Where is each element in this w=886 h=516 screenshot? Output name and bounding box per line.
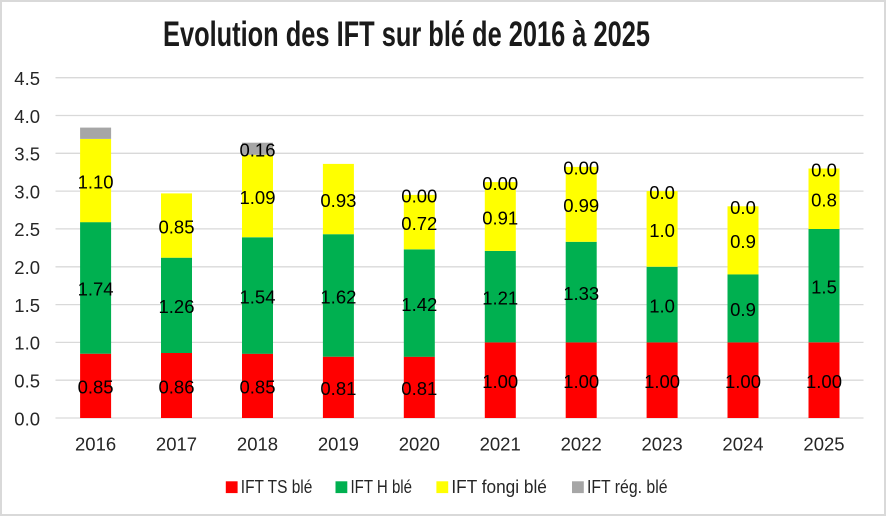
- svg-text:1.74: 1.74: [78, 279, 114, 300]
- svg-text:0.81: 0.81: [320, 378, 356, 399]
- svg-text:0.0: 0.0: [730, 197, 756, 218]
- svg-text:1.00: 1.00: [482, 371, 518, 392]
- svg-text:2017: 2017: [156, 433, 197, 454]
- svg-text:1.00: 1.00: [644, 371, 680, 392]
- svg-text:2025: 2025: [803, 433, 844, 454]
- svg-text:0.85: 0.85: [158, 216, 194, 237]
- svg-text:1.00: 1.00: [725, 371, 761, 392]
- svg-text:4.5: 4.5: [14, 68, 40, 89]
- svg-text:2022: 2022: [561, 433, 602, 454]
- svg-text:0.86: 0.86: [158, 376, 194, 397]
- svg-text:IFT TS blé: IFT TS blé: [241, 476, 312, 497]
- svg-text:4.0: 4.0: [14, 106, 40, 127]
- svg-text:0.91: 0.91: [482, 207, 518, 228]
- svg-text:3.0: 3.0: [14, 181, 40, 202]
- svg-text:0.81: 0.81: [401, 378, 437, 399]
- svg-text:1.0: 1.0: [649, 220, 675, 241]
- svg-text:0.85: 0.85: [78, 377, 114, 398]
- svg-text:2.5: 2.5: [14, 219, 40, 240]
- svg-text:0.0: 0.0: [649, 182, 675, 203]
- svg-text:1.00: 1.00: [806, 371, 842, 392]
- svg-text:2020: 2020: [399, 433, 440, 454]
- svg-text:1.54: 1.54: [239, 286, 275, 307]
- svg-text:2.0: 2.0: [14, 257, 40, 278]
- svg-text:0.8: 0.8: [811, 190, 837, 211]
- svg-text:3.5: 3.5: [14, 144, 40, 165]
- svg-text:2024: 2024: [722, 433, 763, 454]
- svg-text:0.9: 0.9: [730, 231, 756, 252]
- svg-text:0.0: 0.0: [14, 408, 40, 429]
- svg-text:0.99: 0.99: [563, 195, 599, 216]
- svg-text:2016: 2016: [75, 433, 116, 454]
- svg-text:0.00: 0.00: [401, 186, 437, 207]
- svg-text:1.21: 1.21: [482, 287, 518, 308]
- svg-text:1.5: 1.5: [14, 295, 40, 316]
- svg-text:1.0: 1.0: [14, 333, 40, 354]
- svg-text:0.00: 0.00: [563, 158, 599, 179]
- svg-text:1.10: 1.10: [78, 171, 114, 192]
- svg-text:IFT rég. blé: IFT rég. blé: [587, 476, 668, 497]
- svg-text:1.33: 1.33: [563, 283, 599, 304]
- svg-text:0.00: 0.00: [482, 173, 518, 194]
- svg-text:1.62: 1.62: [320, 286, 356, 307]
- svg-text:1.42: 1.42: [401, 294, 437, 315]
- svg-text:IFT fongi blé: IFT fongi blé: [451, 476, 547, 497]
- svg-text:IFT H blé: IFT H blé: [351, 476, 413, 497]
- svg-text:2019: 2019: [318, 433, 359, 454]
- svg-text:2023: 2023: [642, 433, 683, 454]
- svg-text:1.00: 1.00: [563, 371, 599, 392]
- svg-text:0.0: 0.0: [811, 159, 837, 180]
- svg-text:0.85: 0.85: [239, 377, 275, 398]
- svg-text:1.0: 1.0: [649, 295, 675, 316]
- svg-text:0.5: 0.5: [14, 371, 40, 392]
- svg-text:0.16: 0.16: [239, 140, 275, 161]
- svg-text:0.93: 0.93: [320, 190, 356, 211]
- svg-text:0.72: 0.72: [401, 213, 437, 234]
- svg-text:2021: 2021: [480, 433, 521, 454]
- svg-text:1.09: 1.09: [239, 187, 275, 208]
- svg-text:0.9: 0.9: [730, 299, 756, 320]
- svg-text:2018: 2018: [237, 433, 278, 454]
- svg-text:Evolution des IFT sur blé de 2: Evolution des IFT sur blé de 2016 à 2025: [163, 15, 650, 54]
- svg-text:1.5: 1.5: [811, 277, 837, 298]
- svg-text:1.26: 1.26: [158, 296, 194, 317]
